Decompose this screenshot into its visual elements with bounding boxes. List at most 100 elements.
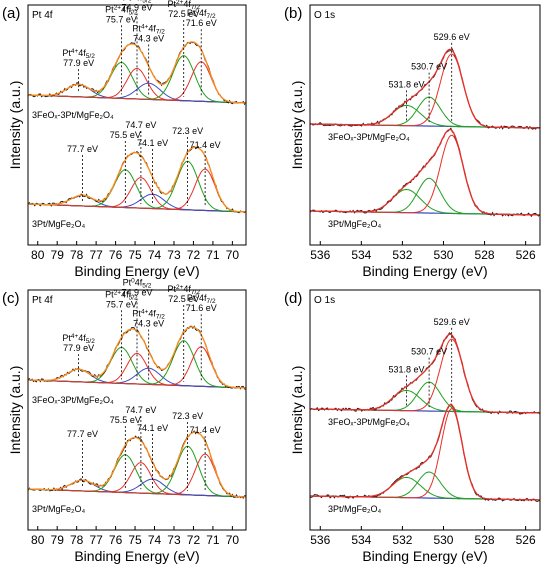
x-tick-label: 79 bbox=[51, 533, 65, 547]
x-tick-label: 530 bbox=[433, 248, 453, 262]
peak-energy-label: 74.3 eV bbox=[133, 34, 164, 44]
panel-b: (b) O 1s 531.8 eV 530.7 eV 529.6 eV 3FeOₓ-3Pt… bbox=[284, 4, 541, 279]
peak-species-label: Pt2+4f7/2 bbox=[167, 284, 200, 296]
x-tick-label: 526 bbox=[516, 248, 536, 262]
y-axis-label: Intensity (a.u.) bbox=[289, 366, 305, 455]
x-tick-label: 536 bbox=[310, 533, 330, 547]
spectrum-feox-pt: 531.8 eV 530.7 eV 529.6 eV 3FeOₓ-3Pt/MgFe₂O… bbox=[309, 32, 541, 142]
x-tick-label: 80 bbox=[31, 533, 45, 547]
sample-label: 3FeOₓ-3Pt/MgFe₂O₄ bbox=[32, 110, 114, 120]
peak-energy-label: 71.4 eV bbox=[190, 425, 221, 435]
fit-envelope bbox=[28, 431, 247, 498]
y-axis-label: Intensity (a.u.) bbox=[289, 81, 305, 170]
component-peak bbox=[310, 381, 540, 414]
peak-energy-label: 74.1 eV bbox=[137, 138, 168, 148]
peak-species-label: Pt4+4f5/2 bbox=[62, 333, 95, 345]
sample-label: 3Pt/MgFe₂O₄ bbox=[32, 219, 86, 229]
x-tick-label: 78 bbox=[70, 533, 84, 547]
panel-title: O 1s bbox=[314, 10, 335, 21]
peak-energy-label: 75.7 eV bbox=[106, 14, 137, 24]
peak-energy-label: 75.5 eV bbox=[110, 130, 141, 140]
peak-energy-label: 72.5 eV bbox=[168, 294, 199, 304]
sample-label: 3FeOₓ-3Pt/MgFe₂O₄ bbox=[328, 417, 410, 427]
x-tick-label: 72 bbox=[187, 533, 201, 547]
component-peak bbox=[28, 462, 247, 498]
peak-energy-label: 74.7 eV bbox=[125, 405, 156, 415]
plot-frame bbox=[309, 4, 541, 246]
x-tick-label: 534 bbox=[351, 533, 371, 547]
x-tick-label: 71 bbox=[206, 248, 220, 262]
peak-energy-label: 75.7 eV bbox=[106, 299, 137, 309]
x-tick-label: 534 bbox=[351, 248, 371, 262]
x-axis-label: Binding Energy (eV) bbox=[362, 263, 487, 279]
plot-frame bbox=[27, 4, 247, 246]
x-tick-label: 75 bbox=[128, 248, 142, 262]
peak-energy-label: 74.7 eV bbox=[125, 120, 156, 130]
peak-energy-label: 77.9 eV bbox=[63, 58, 94, 68]
fit-envelope bbox=[310, 403, 540, 501]
spectrum-feox-pt: 531.8 eV 530.7 eV 529.6 eV 3FeOₓ-3Pt/MgFe₂O… bbox=[309, 317, 541, 427]
peak-energy-label: 529.6 eV bbox=[434, 32, 470, 42]
peak-energy-label: 74.3 eV bbox=[133, 319, 164, 329]
panel-d: (d) O 1s 531.8 eV 530.7 eV 529.6 eV 3FeOₓ-3Pt… bbox=[284, 289, 541, 564]
plot-frame bbox=[27, 289, 247, 531]
x-axis-label: Binding Energy (eV) bbox=[74, 548, 199, 564]
peak-energy-label: 71.4 eV bbox=[190, 140, 221, 150]
x-tick-label: 530 bbox=[433, 533, 453, 547]
x-tick-label: 526 bbox=[516, 533, 536, 547]
sample-label: 3Pt/MgFe₂O₄ bbox=[328, 219, 382, 229]
peak-energy-label: 77.7 eV bbox=[67, 144, 98, 154]
plot-frame bbox=[309, 289, 541, 531]
peak-species-label: Pt4+4f7/2 bbox=[132, 24, 165, 36]
peak-energy-label: 530.7 eV bbox=[411, 347, 447, 357]
component-peak bbox=[310, 177, 540, 216]
x-tick-label: 70 bbox=[226, 533, 240, 547]
x-tick-label: 528 bbox=[475, 248, 495, 262]
peak-species-label: Pt04f5/2 bbox=[123, 0, 152, 4]
x-tick-label: 536 bbox=[310, 248, 330, 262]
peak-energy-label: 74.9 eV bbox=[121, 287, 152, 297]
peak-species-label: Pt4+4f5/2 bbox=[62, 48, 95, 60]
x-tick-label: 77 bbox=[89, 533, 103, 547]
x-tick-label: 528 bbox=[475, 533, 495, 547]
y-axis-label: Intensity (a.u.) bbox=[7, 366, 23, 455]
x-tick-label: 532 bbox=[392, 533, 412, 547]
peak-energy-label: 72.3 eV bbox=[172, 411, 203, 421]
peak-species-label: Pt2+4f5/2 bbox=[105, 4, 138, 16]
x-tick-label: 76 bbox=[109, 248, 123, 262]
peak-species-label: Pt2+4f5/2 bbox=[105, 289, 138, 301]
x-tick-label: 532 bbox=[392, 248, 412, 262]
sample-label: 3FeOₓ-3Pt/MgFe₂O₄ bbox=[328, 132, 410, 142]
peak-energy-label: 75.5 eV bbox=[110, 415, 141, 425]
panel-title: Pt 4f bbox=[32, 10, 53, 21]
component-peak bbox=[28, 61, 247, 104]
y-axis-label: Intensity (a.u.) bbox=[7, 81, 23, 170]
component-peak bbox=[28, 168, 247, 213]
panel-letter: (b) bbox=[284, 5, 302, 22]
x-tick-label: 71 bbox=[206, 533, 220, 547]
peak-energy-label: 529.6 eV bbox=[434, 317, 470, 327]
x-tick-label: 73 bbox=[167, 533, 181, 547]
x-tick-label: 74 bbox=[148, 533, 162, 547]
component-peak bbox=[310, 96, 540, 129]
panel-letter: (c) bbox=[2, 290, 20, 307]
sample-label: 3Pt/MgFe₂O₄ bbox=[328, 504, 382, 514]
panel-letter: (a) bbox=[2, 5, 20, 22]
x-axis-label: Binding Energy (eV) bbox=[74, 263, 199, 279]
peak-energy-label: 71.6 eV bbox=[186, 18, 217, 28]
component-peak bbox=[28, 453, 247, 498]
x-tick-label: 76 bbox=[109, 533, 123, 547]
x-tick-label: 79 bbox=[51, 248, 65, 262]
peak-energy-label: 531.8 eV bbox=[389, 364, 425, 374]
fit-envelope bbox=[310, 333, 540, 414]
peak-species-label: Pt4+4f7/2 bbox=[132, 309, 165, 321]
x-tick-label: 70 bbox=[226, 248, 240, 262]
peak-energy-label: 77.9 eV bbox=[63, 343, 94, 353]
panel-title: O 1s bbox=[314, 295, 335, 306]
peak-energy-label: 74.1 eV bbox=[137, 423, 168, 433]
